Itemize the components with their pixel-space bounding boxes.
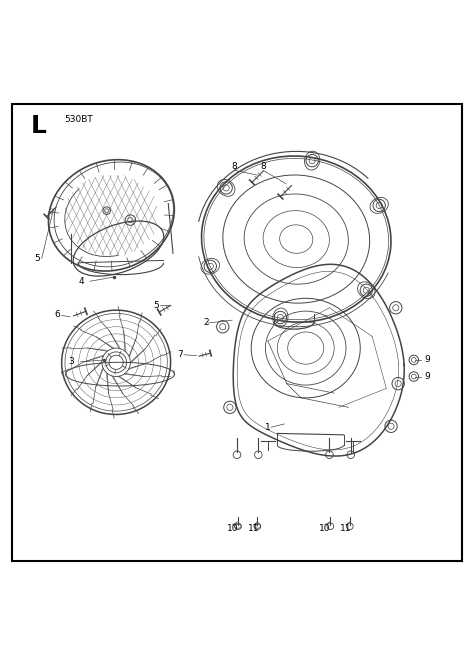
Text: 8: 8	[260, 162, 266, 171]
Text: 11: 11	[340, 524, 352, 532]
Text: 10: 10	[319, 524, 330, 532]
Text: 8: 8	[232, 162, 237, 171]
Text: 2: 2	[203, 318, 209, 328]
Text: 11: 11	[248, 524, 259, 532]
Text: 1: 1	[265, 423, 271, 432]
Text: 530BT: 530BT	[64, 115, 93, 124]
Text: 5: 5	[35, 253, 40, 263]
Text: 9: 9	[424, 355, 430, 364]
Text: 9: 9	[424, 371, 430, 381]
Text: 7: 7	[177, 350, 182, 359]
Text: 4: 4	[79, 276, 84, 286]
Text: 3: 3	[69, 357, 74, 367]
Text: 5: 5	[153, 301, 159, 310]
Text: 10: 10	[227, 524, 238, 532]
Text: L: L	[31, 115, 46, 139]
Text: 6: 6	[55, 310, 60, 320]
